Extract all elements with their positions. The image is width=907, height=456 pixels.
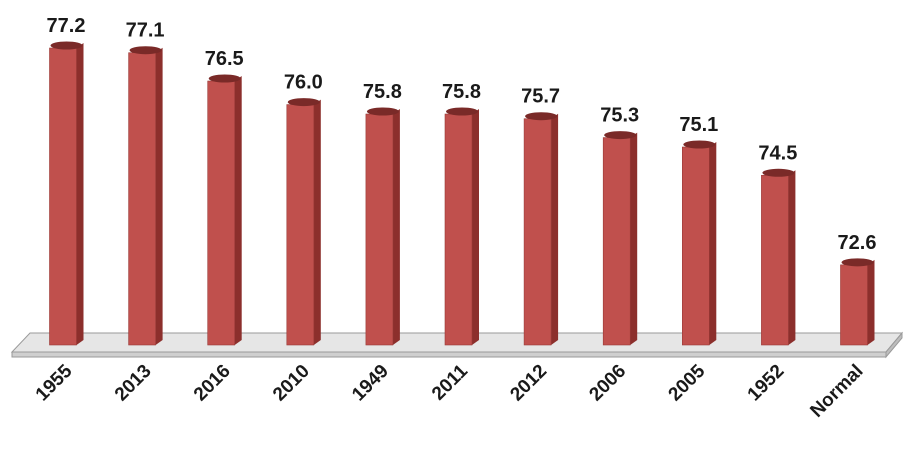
bar-2010 bbox=[286, 98, 321, 346]
category-label: 2013 bbox=[111, 361, 156, 406]
bar-front bbox=[365, 113, 394, 346]
bar-side bbox=[867, 259, 875, 345]
bar-top bbox=[525, 112, 558, 121]
value-label: 76.0 bbox=[284, 72, 323, 94]
value-label: 74.5 bbox=[758, 142, 797, 164]
bar-front bbox=[602, 137, 631, 346]
bar-front bbox=[49, 47, 77, 346]
category-label: 1949 bbox=[348, 361, 393, 406]
bar-side bbox=[313, 99, 321, 345]
bars-group bbox=[49, 41, 875, 346]
category-label: 1952 bbox=[744, 361, 789, 406]
bar-side bbox=[234, 76, 242, 345]
bar-front bbox=[444, 113, 473, 346]
bar-top bbox=[604, 131, 637, 140]
value-label: 75.3 bbox=[600, 105, 639, 127]
bar-front bbox=[207, 80, 235, 346]
value-label: 75.1 bbox=[679, 114, 718, 136]
bar-side bbox=[392, 109, 400, 345]
bar-2013 bbox=[128, 46, 163, 346]
bar-side bbox=[788, 170, 796, 345]
bar-front bbox=[681, 146, 710, 346]
category-label: 2012 bbox=[506, 361, 551, 406]
value-label: 72.6 bbox=[838, 232, 877, 254]
bar-side bbox=[472, 109, 479, 345]
bar-2012 bbox=[523, 112, 559, 346]
bar-side bbox=[551, 113, 559, 345]
category-label: 2011 bbox=[428, 360, 472, 404]
bar-side bbox=[155, 47, 163, 345]
bar-side bbox=[630, 132, 638, 345]
category-label: 1955 bbox=[32, 360, 77, 405]
category-label: 2006 bbox=[585, 361, 630, 406]
bar-top bbox=[129, 46, 162, 55]
bar-2016 bbox=[207, 74, 242, 346]
floor-side-edge bbox=[885, 331, 903, 359]
bar-top bbox=[208, 74, 241, 83]
bar-front bbox=[286, 104, 315, 346]
floor-front-edge bbox=[11, 351, 887, 358]
bar-top bbox=[683, 140, 716, 149]
bar-2011 bbox=[444, 107, 479, 346]
bar-top bbox=[446, 107, 478, 116]
bar-top bbox=[50, 41, 83, 50]
bar-2005 bbox=[681, 140, 717, 346]
bar-front bbox=[840, 264, 868, 346]
value-label: 75.8 bbox=[442, 81, 481, 103]
bar-top bbox=[841, 258, 874, 267]
bar-front bbox=[128, 52, 156, 346]
category-label: 2016 bbox=[190, 361, 235, 406]
bar-2006 bbox=[602, 131, 638, 346]
bar-1952 bbox=[761, 168, 796, 346]
value-label: 77.2 bbox=[47, 15, 86, 37]
bar-side bbox=[709, 142, 717, 345]
category-label: 2005 bbox=[665, 360, 710, 405]
bar-1949 bbox=[365, 107, 400, 346]
bar-top bbox=[366, 107, 399, 116]
bar-top bbox=[287, 98, 320, 107]
value-label: 77.1 bbox=[126, 20, 165, 42]
value-label: 75.8 bbox=[363, 81, 402, 103]
value-labels-group: 77.2 77.1 76.5 76.0 75.8 75.8 75.7 75.3 75.1 74.5… bbox=[47, 15, 877, 254]
bar-1955 bbox=[49, 41, 84, 346]
category-label: 2010 bbox=[269, 361, 314, 406]
bar-front bbox=[761, 174, 789, 346]
bar-Normal bbox=[840, 258, 875, 346]
category-ticks-group: 1955 2013 2016 2010 1949 2011 2012 2006 2005 1952… bbox=[32, 360, 868, 421]
category-label: Normal bbox=[806, 361, 867, 422]
bar-top bbox=[762, 168, 795, 177]
bar-front bbox=[523, 118, 552, 346]
bar-side bbox=[76, 43, 84, 345]
value-label: 76.5 bbox=[205, 48, 244, 70]
value-label: 75.7 bbox=[521, 86, 560, 108]
